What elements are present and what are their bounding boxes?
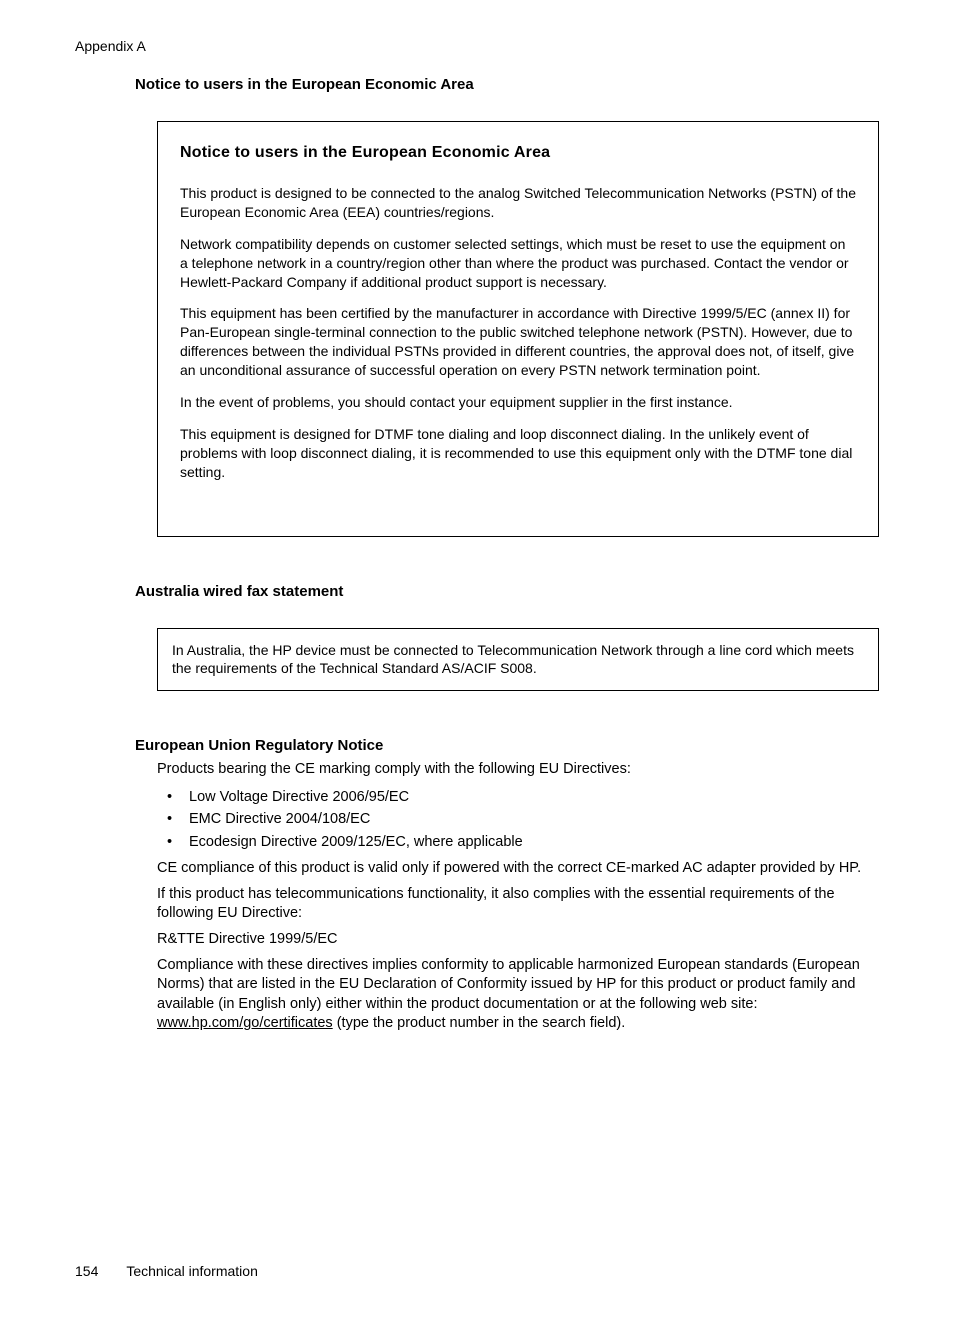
- page-footer: 154 Technical information: [75, 1263, 258, 1279]
- notice-box-eea: Notice to users in the European Economic…: [157, 121, 879, 537]
- notice-paragraph: Network compatibility depends on custome…: [180, 235, 856, 292]
- certificates-link[interactable]: www.hp.com/go/certificates: [157, 1015, 333, 1031]
- notice-box-australia: In Australia, the HP device must be conn…: [157, 628, 879, 692]
- notice-paragraph: This equipment is designed for DTMF tone…: [180, 425, 856, 482]
- body-text: Compliance with these directives implies…: [157, 957, 860, 1012]
- list-item: Low Voltage Directive 2006/95/EC: [157, 786, 879, 808]
- notice-box-title: Notice to users in the European Economic…: [180, 144, 856, 162]
- notice-paragraph: This equipment has been certified by the…: [180, 304, 856, 380]
- body-text: (type the product number in the search f…: [333, 1015, 626, 1031]
- body-paragraph: Compliance with these directives implies…: [157, 956, 879, 1034]
- eu-regulatory-body: Products bearing the CE marking comply w…: [157, 760, 879, 1033]
- notice-paragraph: In the event of problems, you should con…: [180, 393, 856, 412]
- page-number: 154: [75, 1263, 98, 1279]
- list-item: Ecodesign Directive 2009/125/EC, where a…: [157, 831, 879, 853]
- body-paragraph: CE compliance of this product is valid o…: [157, 859, 879, 879]
- directive-list: Low Voltage Directive 2006/95/EC EMC Dir…: [157, 786, 879, 853]
- appendix-label: Appendix A: [75, 38, 879, 54]
- body-paragraph: R&TTE Directive 1999/5/EC: [157, 930, 879, 950]
- body-paragraph: Products bearing the CE marking comply w…: [157, 760, 879, 780]
- section-heading-australia: Australia wired fax statement: [135, 583, 879, 600]
- list-item: EMC Directive 2004/108/EC: [157, 808, 879, 830]
- footer-label: Technical information: [126, 1263, 258, 1279]
- body-paragraph: If this product has telecommunications f…: [157, 885, 879, 924]
- notice-paragraph: This product is designed to be connected…: [180, 184, 856, 222]
- section-heading-eu-regulatory: European Union Regulatory Notice: [135, 737, 879, 754]
- section-heading-eea: Notice to users in the European Economic…: [135, 76, 879, 93]
- notice-paragraph: In Australia, the HP device must be conn…: [172, 641, 864, 679]
